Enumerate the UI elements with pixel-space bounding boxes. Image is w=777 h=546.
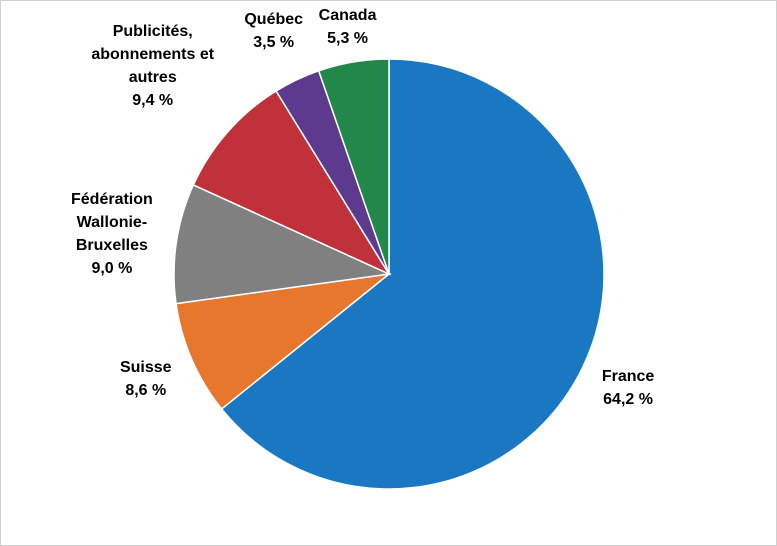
category-label: Québec (244, 10, 304, 28)
slice-label: Québec 3,5 % (244, 8, 303, 54)
value-label: 5,3 % (327, 30, 369, 48)
pie-slice (175, 272, 392, 411)
slice-label: Suisse 8,6 % (120, 356, 172, 402)
value-label: 8,6 % (125, 382, 167, 400)
category-label: Canada (318, 7, 377, 25)
category-label: France (601, 368, 655, 386)
pie-slice (317, 58, 390, 275)
category-label: Publicités, abonnements et autres (91, 22, 215, 86)
value-label: 9,4 % (132, 91, 174, 109)
pie-slice (192, 90, 391, 276)
value-label: 9,0 % (91, 259, 133, 277)
value-label: 64,2 % (603, 391, 653, 409)
slice-label: Publicités, abonnements et autres 9,4 % (85, 20, 220, 112)
slice-label: Fédération Wallonie-Bruxelles 9,0 % (62, 188, 162, 280)
category-label: Fédération Wallonie-Bruxelles (71, 190, 153, 254)
value-label: 3,5 % (253, 33, 295, 51)
pie-slice (220, 58, 605, 490)
slice-label: Canada 5,3 % (319, 4, 377, 50)
slice-label: France 64,2 % (602, 365, 654, 411)
category-label: Suisse (119, 359, 172, 377)
pie-slice (173, 183, 392, 305)
